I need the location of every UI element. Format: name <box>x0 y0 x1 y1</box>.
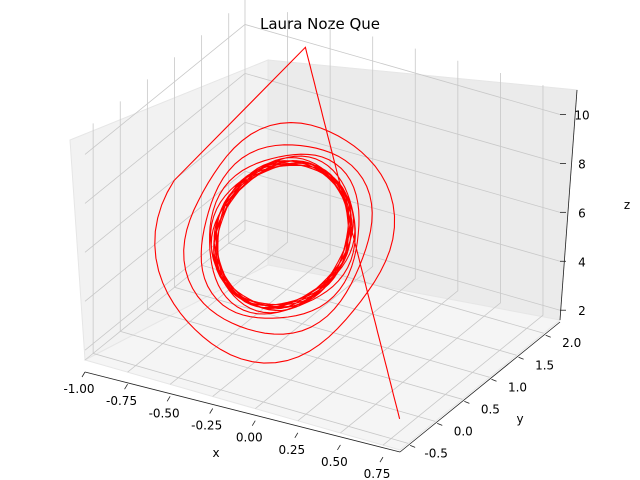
grid-line-z <box>84 72 561 204</box>
y-tick-mark <box>464 400 470 404</box>
z-axis-label: z <box>624 198 630 212</box>
chart-title: Laura Noze Que <box>260 15 380 33</box>
grid-line-z <box>84 170 561 302</box>
x-tick-mark <box>124 383 128 390</box>
y-tick-label: -0.5 <box>424 446 447 460</box>
grid-line-y <box>228 13 544 334</box>
y-tick-label: 1.5 <box>535 358 554 372</box>
grid-line-x <box>297 60 459 422</box>
z-axis-line <box>559 89 578 321</box>
x-tick-mark <box>81 371 86 378</box>
grid-line-z <box>84 121 561 253</box>
y-tick-label: 1.0 <box>508 380 527 394</box>
y-tick-labels: -0.5 0.0 0.5 1.0 1.5 2.0 <box>409 334 581 460</box>
grid-line-x <box>84 0 246 361</box>
y-tick-label: 2.0 <box>562 336 581 350</box>
z-tick-label: 8 <box>578 157 586 171</box>
z-tick-label: 10 <box>574 108 589 122</box>
y-tick-label: 0.5 <box>481 402 500 416</box>
x-tick-mark <box>379 456 384 463</box>
grid-line-y <box>174 57 490 378</box>
y-tick-mark <box>437 422 443 426</box>
grid-line-z <box>84 24 561 155</box>
x-tick-mark <box>251 420 256 426</box>
grid-line-x <box>382 85 544 446</box>
x-tick-labels: -1.00 -0.75 -0.50 -0.25 0.00 0.25 0.50 0.75 <box>63 371 391 480</box>
x-tick-label: -0.25 <box>191 418 222 432</box>
y-axis-label: y <box>516 412 523 426</box>
y-tick-mark <box>545 334 551 338</box>
grid-line-y <box>119 101 436 422</box>
x-tick-label: 0.50 <box>321 455 348 469</box>
y-tick-mark <box>409 445 416 448</box>
y-tick-mark <box>518 356 524 360</box>
grid-lines <box>84 0 561 446</box>
grid-line-x <box>255 48 416 409</box>
x-tick-label: -0.50 <box>149 406 180 420</box>
x-tick-label: 0.25 <box>278 443 305 457</box>
y-axis-line <box>399 321 561 453</box>
grid-line-x <box>169 24 331 385</box>
axis-edges <box>84 89 578 453</box>
x-tick-mark <box>166 396 171 402</box>
z-tick-label: 2 <box>578 304 586 318</box>
x-axis-line <box>84 371 401 453</box>
grid-line-z <box>84 219 561 351</box>
grid-line-y <box>146 79 463 400</box>
grid-line-x <box>212 36 374 397</box>
x-tick-mark <box>209 408 214 414</box>
grid-line-x <box>340 72 501 434</box>
y-tick-label: 0.0 <box>454 424 473 438</box>
grid-line-y <box>92 123 409 444</box>
x-tick-label: 0.00 <box>236 431 263 445</box>
x-tick-label: -1.00 <box>63 382 94 396</box>
x-tick-mark <box>294 432 299 439</box>
x-tick-label: 0.75 <box>364 467 391 480</box>
trajectory-line <box>154 46 401 420</box>
y-tick-mark <box>491 378 497 382</box>
z-tick-labels: 2 4 6 8 10 <box>560 108 590 318</box>
x-axis-label: x <box>212 446 219 460</box>
x-tick-label: -0.75 <box>106 394 137 408</box>
x-tick-mark <box>337 444 341 451</box>
grid-line-x <box>127 12 288 373</box>
z-tick-label: 4 <box>578 255 586 269</box>
z-tick-label: 6 <box>578 206 586 220</box>
